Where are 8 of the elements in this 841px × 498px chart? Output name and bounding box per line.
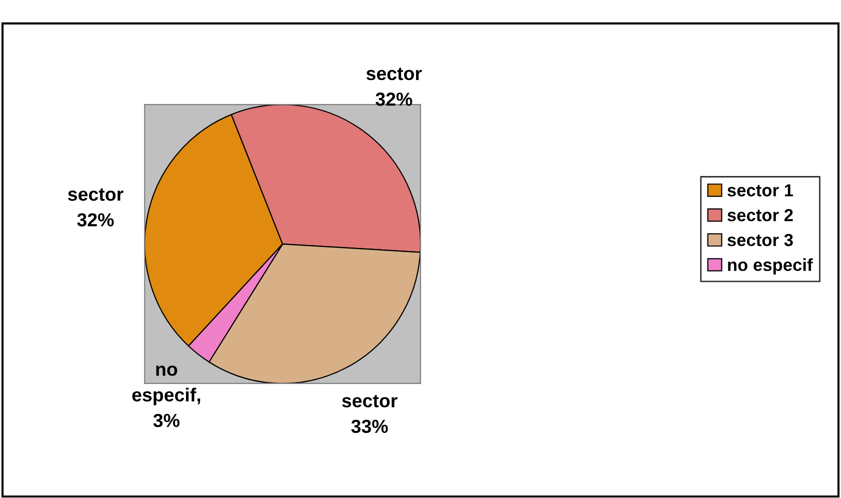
legend-label: sector 2 <box>728 209 793 222</box>
data-label: sector 32% <box>366 68 422 106</box>
legend-label: sector 1 <box>728 184 794 196</box>
legend-label: no especif <box>728 258 813 274</box>
data-label: sector 33% <box>342 394 398 434</box>
data-label: no especif, 3% <box>132 366 200 428</box>
data-label: sector 32% <box>68 188 124 226</box>
legend-label: sector 3 <box>728 234 793 246</box>
